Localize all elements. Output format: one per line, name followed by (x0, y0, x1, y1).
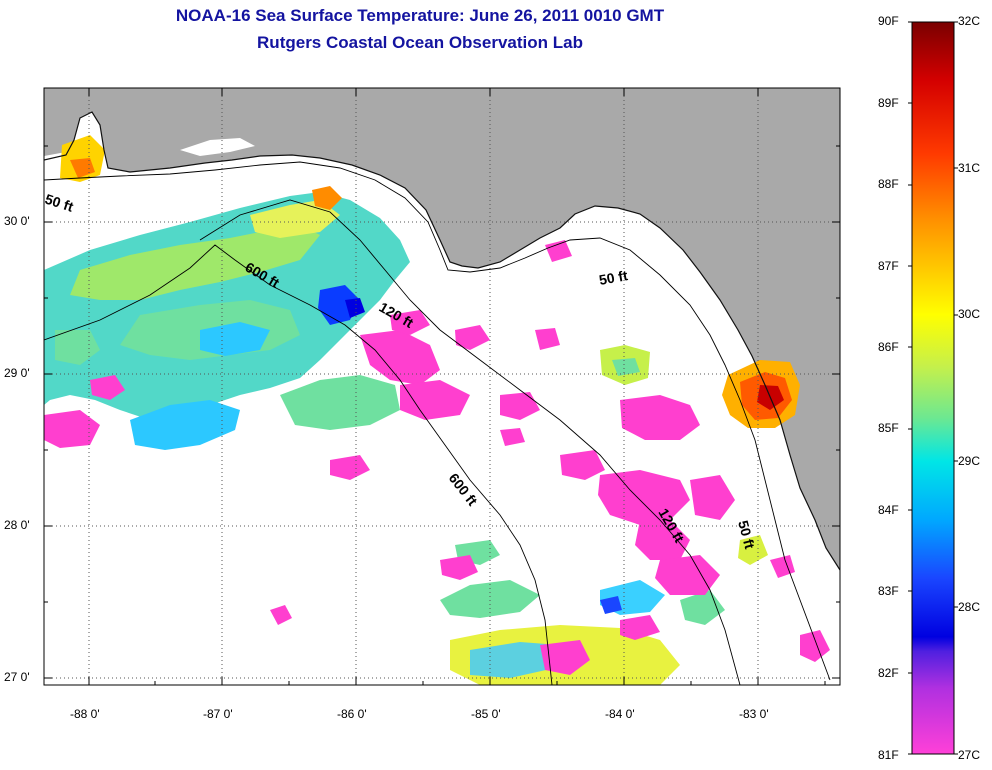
colorbar-f-label: 87F (878, 259, 899, 273)
colorbar-f-label: 83F (878, 584, 899, 598)
lon-label: -88 0' (70, 707, 100, 721)
colorbar-c-label: 28C (958, 600, 981, 614)
map-layers: 50 ft 600 ft 120 ft 50 ft 600 ft 120 ft … (44, 88, 840, 685)
colorbar-c-label: 32C (958, 14, 981, 28)
colorbar-ticks (908, 21, 958, 755)
map-title: NOAA-16 Sea Surface Temperature: June 26… (175, 6, 665, 25)
colorbar-c-label: 31C (958, 161, 981, 175)
graticule (44, 88, 840, 685)
colorbar-f-label: 89F (878, 96, 899, 110)
lon-label: -87 0' (203, 707, 233, 721)
colorbar-f-label: 84F (878, 503, 899, 517)
colorbar-c-label: 30C (958, 307, 981, 321)
colorbar-f-label: 81F (878, 748, 899, 762)
lon-label: -85 0' (471, 707, 501, 721)
contour-label: 50 ft (598, 267, 629, 288)
lon-label: -84 0' (605, 707, 635, 721)
colorbar (911, 21, 955, 755)
colorbar-f-label: 88F (878, 177, 899, 191)
lon-label: -83 0' (739, 707, 769, 721)
colorbar-f-label: 90F (878, 14, 899, 28)
contour-label: 50 ft (735, 519, 758, 551)
colorbar-f-label: 82F (878, 666, 899, 680)
bay-water (180, 138, 255, 156)
colorbar-f-label: 86F (878, 340, 899, 354)
colorbar-c-label: 27C (958, 748, 981, 762)
colorbar-f-label: 85F (878, 421, 899, 435)
lat-label: 27 0' (4, 670, 30, 684)
axis-ticks (44, 88, 840, 685)
lon-label: -86 0' (337, 707, 367, 721)
lat-label: 28 0' (4, 518, 30, 532)
map-frame (43, 87, 841, 686)
colorbar-c-label: 29C (958, 454, 981, 468)
depth-contours (44, 161, 831, 685)
coastline (44, 111, 840, 571)
map-subtitle: Rutgers Coastal Ocean Observation Lab (257, 33, 583, 52)
land-mass (44, 88, 840, 570)
lat-label: 29 0' (4, 366, 30, 380)
lat-label: 30 0' (4, 214, 30, 228)
sst-patches (44, 135, 830, 685)
